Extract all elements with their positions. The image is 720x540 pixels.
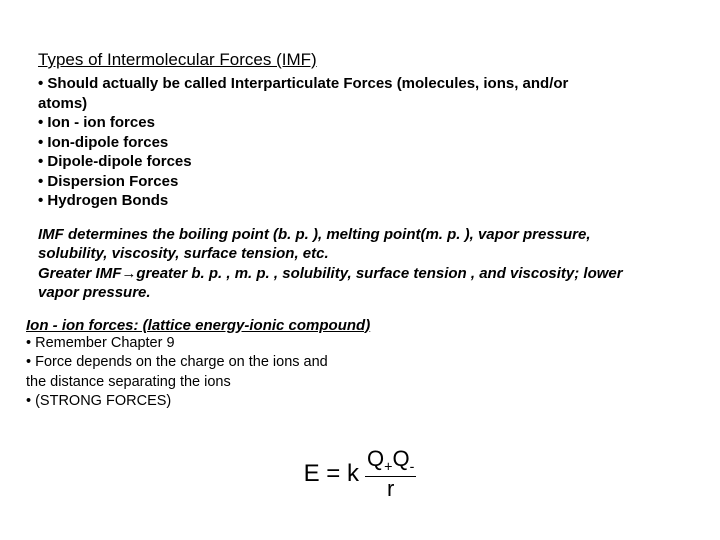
formula-sub-minus: - <box>410 460 415 476</box>
imf-line-3: Greater IMF→greater b. p. , m. p. , solu… <box>38 264 682 284</box>
intro-bullet-ion-dipole: • Ion-dipole forces <box>38 133 682 153</box>
imf-line-3b: greater b. p. , m. p. , solubility, surf… <box>136 265 622 282</box>
intro-line-1: • Should actually be called Interparticu… <box>38 74 682 94</box>
imf-block: IMF determines the boiling point (b. p. … <box>38 225 682 303</box>
coulomb-formula: E = k Q+Q- r <box>304 448 417 500</box>
intro-bullet-dipole-dipole: • Dipole-dipole forces <box>38 152 682 172</box>
intro-bullet-dispersion: • Dispersion Forces <box>38 172 682 192</box>
intro-line-2: atoms) <box>38 94 682 114</box>
intro-block: • Should actually be called Interparticu… <box>38 74 682 211</box>
page-title: Types of Intermolecular Forces (IMF) <box>38 50 682 70</box>
ion-ion-l4: • (STRONG FORCES) <box>26 392 682 412</box>
formula-lhs: E = k <box>304 460 359 488</box>
intro-bullet-hydrogen: • Hydrogen Bonds <box>38 191 682 211</box>
imf-line-3a: Greater IMF <box>38 265 121 282</box>
imf-line-4: vapor pressure. <box>38 283 682 303</box>
formula-numerator: Q+Q- <box>365 448 416 477</box>
intro-bullet-ion-ion: • Ion - ion forces <box>38 113 682 133</box>
arrow-icon: → <box>121 265 136 282</box>
formula-q2: Q <box>392 446 409 471</box>
imf-line-2: solubility, viscosity, surface tension, … <box>38 244 682 264</box>
ion-ion-section: Ion - ion forces: (lattice energy-ionic … <box>26 317 682 412</box>
ion-ion-heading: Ion - ion forces: (lattice energy-ionic … <box>26 317 682 334</box>
ion-ion-l2: • Force depends on the charge on the ion… <box>26 353 682 373</box>
formula-container: E = k Q+Q- r <box>0 448 720 500</box>
ion-ion-l3: the distance separating the ions <box>26 373 682 393</box>
ion-ion-l1: • Remember Chapter 9 <box>26 334 682 354</box>
formula-fraction: Q+Q- r <box>365 448 416 500</box>
imf-line-1: IMF determines the boiling point (b. p. … <box>38 225 682 245</box>
formula-denominator: r <box>387 477 394 500</box>
formula-q1: Q <box>367 446 384 471</box>
